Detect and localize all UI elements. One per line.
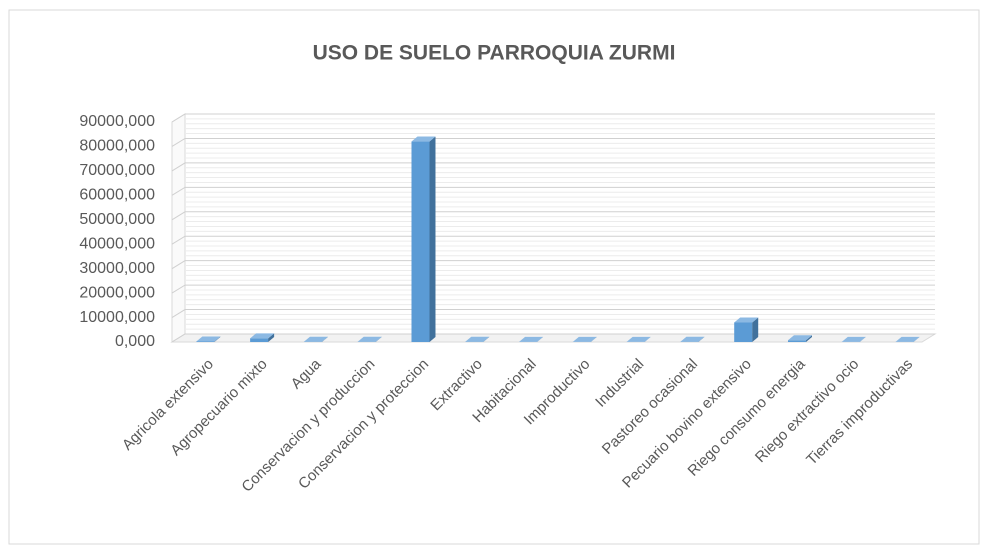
y-tick-label: 50000,000 <box>79 211 155 228</box>
y-tick-label: 80000,000 <box>79 138 155 155</box>
y-tick-label: 70000,000 <box>79 162 155 179</box>
y-tick-label: 10000,000 <box>79 309 155 326</box>
bar <box>411 142 429 342</box>
y-tick-label: 0,000 <box>115 333 155 350</box>
chart-border <box>9 10 979 544</box>
y-tick-label: 40000,000 <box>79 235 155 252</box>
floor <box>172 334 935 342</box>
chart-title: USO DE SUELO PARROQUIA ZURMI <box>313 42 676 65</box>
y-tick-label: 90000,000 <box>79 113 155 130</box>
y-tick-label: 60000,000 <box>79 187 155 204</box>
y-tick-label: 20000,000 <box>79 284 155 301</box>
bar <box>788 340 806 342</box>
bar <box>250 338 268 342</box>
back-wall <box>172 114 185 342</box>
bar <box>734 322 752 342</box>
y-tick-label: 30000,000 <box>79 260 155 277</box>
bar-side <box>429 137 435 342</box>
